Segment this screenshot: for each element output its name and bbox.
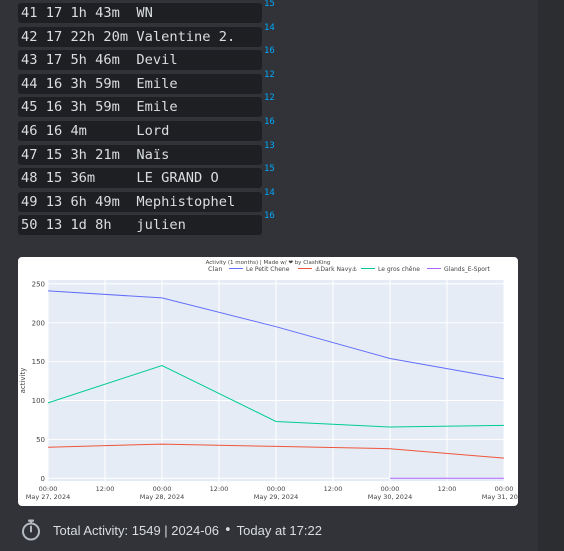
leaderboard-row-text: 46 16 4m Lord [21,122,170,139]
leaderboard-row: 47 15 3h 21m Naïs 13 [18,140,278,168]
leaderboard-row: 43 17 5h 46m Devil 16 [18,46,278,73]
leaderboard-row: 48 15 36m LE GRAND O 15 [18,164,278,191]
footer-separator: • [223,522,232,538]
stopwatch-icon [22,519,40,541]
leaderboard-row-superscript: 15 [264,164,275,175]
leaderboard-row-text: 44 16 3h 59m Emile [21,75,178,92]
leaderboard-row-text: 49 13 6h 49m Mephistophel [21,193,236,210]
activity-chart: 0 50 100 150 200 250 00:00 May 27, 2024 12:00 00:… [18,257,518,506]
x-tick-date: May 27, 2024 [26,493,70,501]
leaderboard-row: 42 17 22h 20m Valentine 2. 14 [18,22,278,50]
leaderboard-row-text: 42 17 22h 20m Valentine 2. [21,28,236,45]
y-tick-label: 100 [32,397,45,405]
legend-title: Clan [208,265,222,273]
legend-entry: Le Petit Chene [246,266,290,273]
leaderboard-row-text: 47 15 3h 21m Naïs [21,146,170,163]
code-block-bg [18,144,262,165]
leaderboard-row: 45 16 3h 59m Emile 12 [18,93,278,120]
leaderboard: 41 17 1h 43m WN 15 42 17 22h 20m Valentine… [18,0,278,238]
leaderboard-row-superscript: 14 [264,187,275,198]
leaderboard-row-text: 41 17 1h 43m WN [21,5,153,21]
code-block-bg [18,26,262,47]
total-activity-text: Total Activity: 1549 | 2024-06 [53,522,219,538]
code-block-bg [18,191,262,212]
x-tick-label: 00:00 [153,485,172,493]
code-block-bg [18,215,262,236]
x-tick-date: May 29, 2024 [254,493,298,501]
series-line [47,290,505,380]
code-block-bg [18,50,262,71]
leaderboard-row-superscript: 14 [264,22,275,33]
series-line [47,443,505,459]
scrollbar-gutter [538,0,564,551]
series-line [47,364,505,428]
y-tick-label: 0 [41,475,45,483]
leaderboard-row-text: 50 13 1d 8h julien [21,217,186,234]
message-timestamp: Today at 17:22 [236,522,322,538]
legend-entry: Glands_E-Sport [444,266,490,273]
leaderboard-row-text: 48 15 36m LE GRAND O [21,170,219,187]
leaderboard-row-superscript: 16 [264,46,275,57]
y-tick-label: 50 [36,436,45,444]
x-tick-date: May 28, 2024 [140,493,184,501]
leaderboard-row-superscript: 13 [264,140,275,151]
code-block-bg [18,120,262,141]
leaderboard-row-superscript: 16 [264,116,275,127]
code-block-bg [18,97,262,118]
y-tick-label: 200 [32,319,45,327]
x-tick-label: 00:00 [381,485,400,493]
leaderboard-row: 41 17 1h 43m WN 15 [18,0,278,26]
x-tick-label: 12:00 [96,485,115,493]
x-tick-label: 00:00 [495,485,514,493]
chart-title: Activity (1 months) | Made w/ ❤ by Clash… [206,260,331,266]
leaderboard-row-superscript: 12 [264,69,275,80]
y-tick-label: 150 [32,358,45,366]
x-tick-label: 12:00 [324,485,343,493]
leaderboard-row: 46 16 4m Lord 16 [18,116,278,144]
x-tick-label: 12:00 [438,485,457,493]
x-tick-label: 00:00 [39,485,58,493]
leaderboard-row-text: 45 16 3h 59m Emile [21,99,178,116]
code-block-bg [18,3,262,23]
leaderboard-row: 44 16 3h 59m Emile 12 [18,69,278,97]
leaderboard-row: 50 13 1d 8h julien 16 [18,211,278,238]
leaderboard-row-text: 43 17 5h 46m Devil [21,52,178,69]
leaderboard-row-superscript: 16 [264,211,275,222]
x-tick-date: May 31, 2024 [482,493,518,501]
x-tick-label: 00:00 [267,485,286,493]
code-block-bg [18,73,262,94]
y-axis-label: activity [19,368,27,394]
leaderboard-row: 49 13 6h 49m Mephistophel 14 [18,187,278,215]
legend-entry: ⚓Dark Navy⚓ [315,266,357,273]
leaderboard-row-superscript: 12 [264,93,275,104]
legend-entry: Le gros chêne [378,266,420,273]
x-tick-date: May 30, 2024 [368,493,412,501]
embed-footer: Total Activity: 1549 | 2024-06 • Today a… [21,519,322,541]
x-tick-label: 12:00 [210,485,229,493]
y-tick-label: 250 [32,280,45,288]
leaderboard-row-superscript: 15 [264,0,275,9]
code-block-bg [18,168,262,189]
